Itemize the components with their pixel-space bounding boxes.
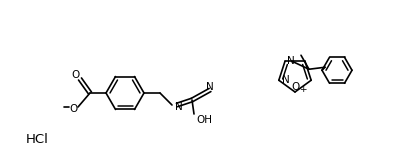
Text: O: O [69,104,77,114]
Text: N: N [282,75,290,85]
Text: O: O [291,82,299,92]
Text: OH: OH [196,115,212,125]
Text: HCl: HCl [26,133,49,146]
Text: O: O [72,70,80,80]
Text: N: N [206,82,214,92]
Text: N: N [287,56,295,66]
Text: N: N [175,102,183,112]
Text: +: + [299,85,307,94]
